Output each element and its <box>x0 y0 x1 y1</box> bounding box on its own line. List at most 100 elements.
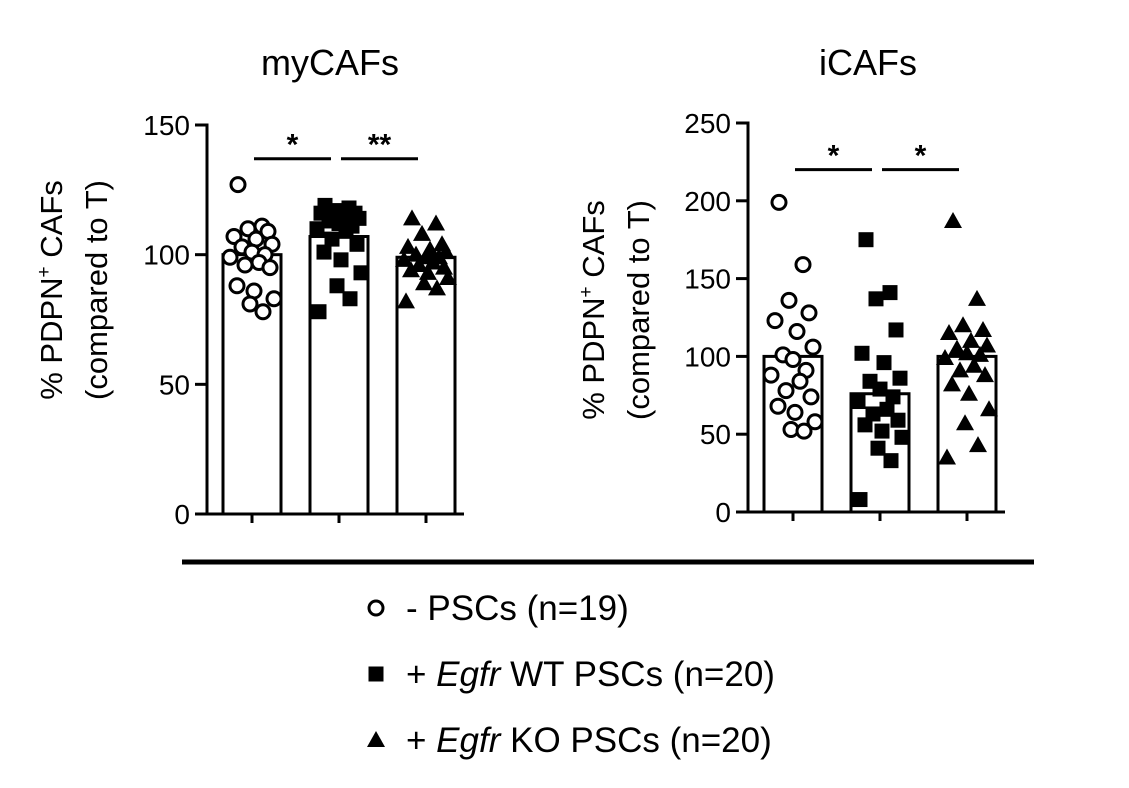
data-point-filled-triangle <box>403 209 421 226</box>
data-point-filled-triangle <box>965 356 983 373</box>
data-point-filled-triangle <box>402 261 420 278</box>
legend-label-prefix: + <box>406 655 436 694</box>
data-point-filled-triangle <box>940 324 958 341</box>
data-point-open-circle <box>804 338 822 356</box>
data-point-filled-square <box>316 244 332 260</box>
legend-label-prefix: + <box>406 721 436 760</box>
legend-label: - PSCs (n=19) <box>406 589 629 628</box>
data-point-open-circle <box>766 312 784 330</box>
data-point-filled-triangle <box>974 320 992 337</box>
data-point-open-circle <box>762 366 780 384</box>
data-point-filled-square <box>870 440 886 456</box>
data-point-open-circle <box>777 382 795 400</box>
data-point-open-circle <box>788 323 806 341</box>
data-point-filled-triangle <box>407 245 425 262</box>
data-point-filled-square <box>868 291 884 307</box>
data-point-filled-triangle <box>969 436 987 453</box>
y-tick-label: 200 <box>684 186 731 217</box>
data-point-filled-square <box>850 394 866 410</box>
data-point-filled-triangle <box>971 345 989 362</box>
y-tick-label: 0 <box>715 497 731 528</box>
data-point-open-circle <box>780 291 798 309</box>
chart-title: iCAFs <box>819 42 917 83</box>
data-point-filled-square <box>854 345 870 361</box>
legend-label-suffix: KO PSCs (n=20) <box>500 721 771 760</box>
data-point-filled-square <box>872 381 888 397</box>
y-tick-label: 150 <box>143 110 190 141</box>
y-tick-label: 150 <box>684 264 731 295</box>
legend-label-suffix: PSCs (n=19) <box>427 589 628 628</box>
data-point-filled-triangle <box>980 400 998 417</box>
data-point-filled-square <box>892 370 908 386</box>
chart-mycafs: myCAFs % PDPN+ CAFs (compared to T) 0 50 100 1… <box>34 42 464 530</box>
data-point-filled-square <box>329 278 345 294</box>
data-point-filled-triangle <box>938 448 956 465</box>
significance-label: * <box>915 140 927 173</box>
y-tick-label: 250 <box>684 108 731 139</box>
data-point-open-circle <box>802 388 820 406</box>
legend-marker-open-circle <box>367 599 385 617</box>
data-point-filled-square <box>324 231 340 247</box>
data-point-open-circle <box>261 259 279 277</box>
data-point-filled-square <box>874 423 890 439</box>
data-point-filled-square <box>338 223 354 239</box>
data-point-filled-triangle <box>968 289 986 306</box>
legend-label: + Egfr KO PSCs (n=20) <box>406 721 772 760</box>
data-point-filled-triangle <box>413 224 431 241</box>
data-point-filled-square <box>882 285 898 301</box>
y-axis-label-text: % PDPN <box>34 277 69 399</box>
data-point-open-circle <box>254 303 272 321</box>
data-point-filled-triangle <box>956 414 974 431</box>
data-point-filled-square <box>353 265 369 281</box>
y-tick-label: 0 <box>174 499 190 530</box>
data-point-filled-square <box>894 429 910 445</box>
data-point-filled-triangle <box>962 331 980 348</box>
data-point-filled-square <box>885 389 901 405</box>
data-point-open-circle <box>800 304 818 322</box>
legend-label-prefix: - <box>406 589 427 628</box>
data-point-open-circle <box>221 248 239 266</box>
data-point-open-circle <box>794 256 812 274</box>
data-point-open-circle <box>806 413 824 431</box>
data-point-filled-triangle <box>415 274 433 291</box>
legend-label-suffix: WT PSCs (n=20) <box>500 655 775 694</box>
data-point-open-circle <box>241 295 259 313</box>
data-point-filled-square <box>349 236 365 252</box>
legend-label: + Egfr WT PSCs (n=20) <box>406 655 775 694</box>
legend-label-gene: Egfr <box>436 655 502 694</box>
data-point-open-circle <box>769 397 787 415</box>
data-point-open-circle <box>784 351 802 369</box>
data-point-filled-triangle <box>439 269 457 286</box>
data-point-open-circle <box>795 422 813 440</box>
y-tick-label: 100 <box>684 341 731 372</box>
data-point-filled-square <box>876 355 892 371</box>
data-point-open-circle <box>228 277 246 295</box>
legend-marker-filled-square <box>368 666 384 682</box>
y-tick-label: 50 <box>700 419 731 450</box>
y-tick-label: 50 <box>159 369 190 400</box>
significance-label: * <box>828 140 840 173</box>
data-point-filled-square <box>888 322 904 338</box>
data-point-filled-square <box>857 417 873 433</box>
y-axis-label: % PDPN+ CAFs <box>34 180 69 400</box>
data-point-filled-triangle <box>936 348 954 365</box>
bar-filled-triangle <box>936 354 998 514</box>
data-point-filled-square <box>342 291 358 307</box>
data-point-filled-triangle <box>978 336 996 353</box>
y-axis-label-text: % PDPN <box>576 297 611 419</box>
data-point-filled-square <box>890 412 906 428</box>
y-axis-label-text-end: CAFs <box>34 180 69 266</box>
significance-label: ** <box>368 129 392 162</box>
data-point-open-circle <box>265 290 283 308</box>
data-point-filled-triangle <box>976 366 994 383</box>
data-point-filled-triangle <box>428 279 446 296</box>
y-axis-label-line2: (compared to T) <box>621 200 656 420</box>
data-point-filled-triangle <box>399 237 417 254</box>
data-point-filled-square <box>852 492 868 508</box>
data-point-filled-triangle <box>954 316 972 333</box>
data-point-filled-triangle <box>427 214 445 231</box>
data-point-filled-square <box>333 252 349 268</box>
y-axis-label: % PDPN+ CAFs <box>576 200 611 420</box>
data-point-open-circle <box>229 176 247 194</box>
